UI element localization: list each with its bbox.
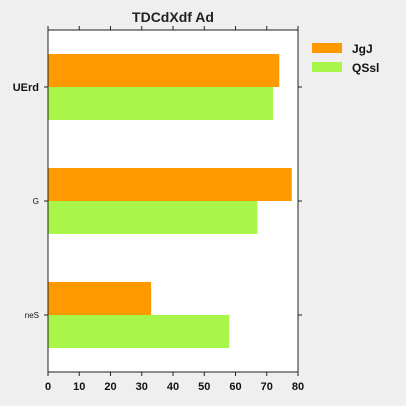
x-tick-label-10: 10 <box>73 381 85 393</box>
plot-frame <box>47 29 299 373</box>
y-tick-label-uerd: UErd <box>13 82 39 94</box>
x-tick-label-30: 30 <box>136 381 148 393</box>
bar-qssl-nes <box>48 315 230 348</box>
bar-qssl-uerd <box>48 87 273 120</box>
bars-layer <box>48 54 292 348</box>
bar-jgj-nes <box>48 282 152 315</box>
chart-title: TDCdXdf Ad <box>132 9 214 25</box>
legend-label-qssl: QSsl <box>352 61 379 75</box>
bar-qssl-g <box>48 201 258 234</box>
x-tick-label-50: 50 <box>198 381 210 393</box>
x-tick-label-20: 20 <box>104 381 116 393</box>
bar-jgj-g <box>48 168 292 201</box>
legend-swatch-qssl <box>312 62 342 72</box>
bar-jgj-uerd <box>48 54 280 87</box>
legend-label-jgj: JgJ <box>352 42 373 56</box>
x-tick-label-40: 40 <box>167 381 179 393</box>
y-tick-label-nes: neS <box>25 311 39 320</box>
x-tick-label-60: 60 <box>229 381 241 393</box>
x-tick-label-0: 0 <box>45 381 51 393</box>
x-tick-label-70: 70 <box>261 381 273 393</box>
x-tick-label-80: 80 <box>292 381 304 393</box>
y-tick-label-g: G <box>33 197 39 206</box>
legend-swatch-jgj <box>312 43 342 53</box>
legend: JgJ QSsl <box>312 42 379 75</box>
